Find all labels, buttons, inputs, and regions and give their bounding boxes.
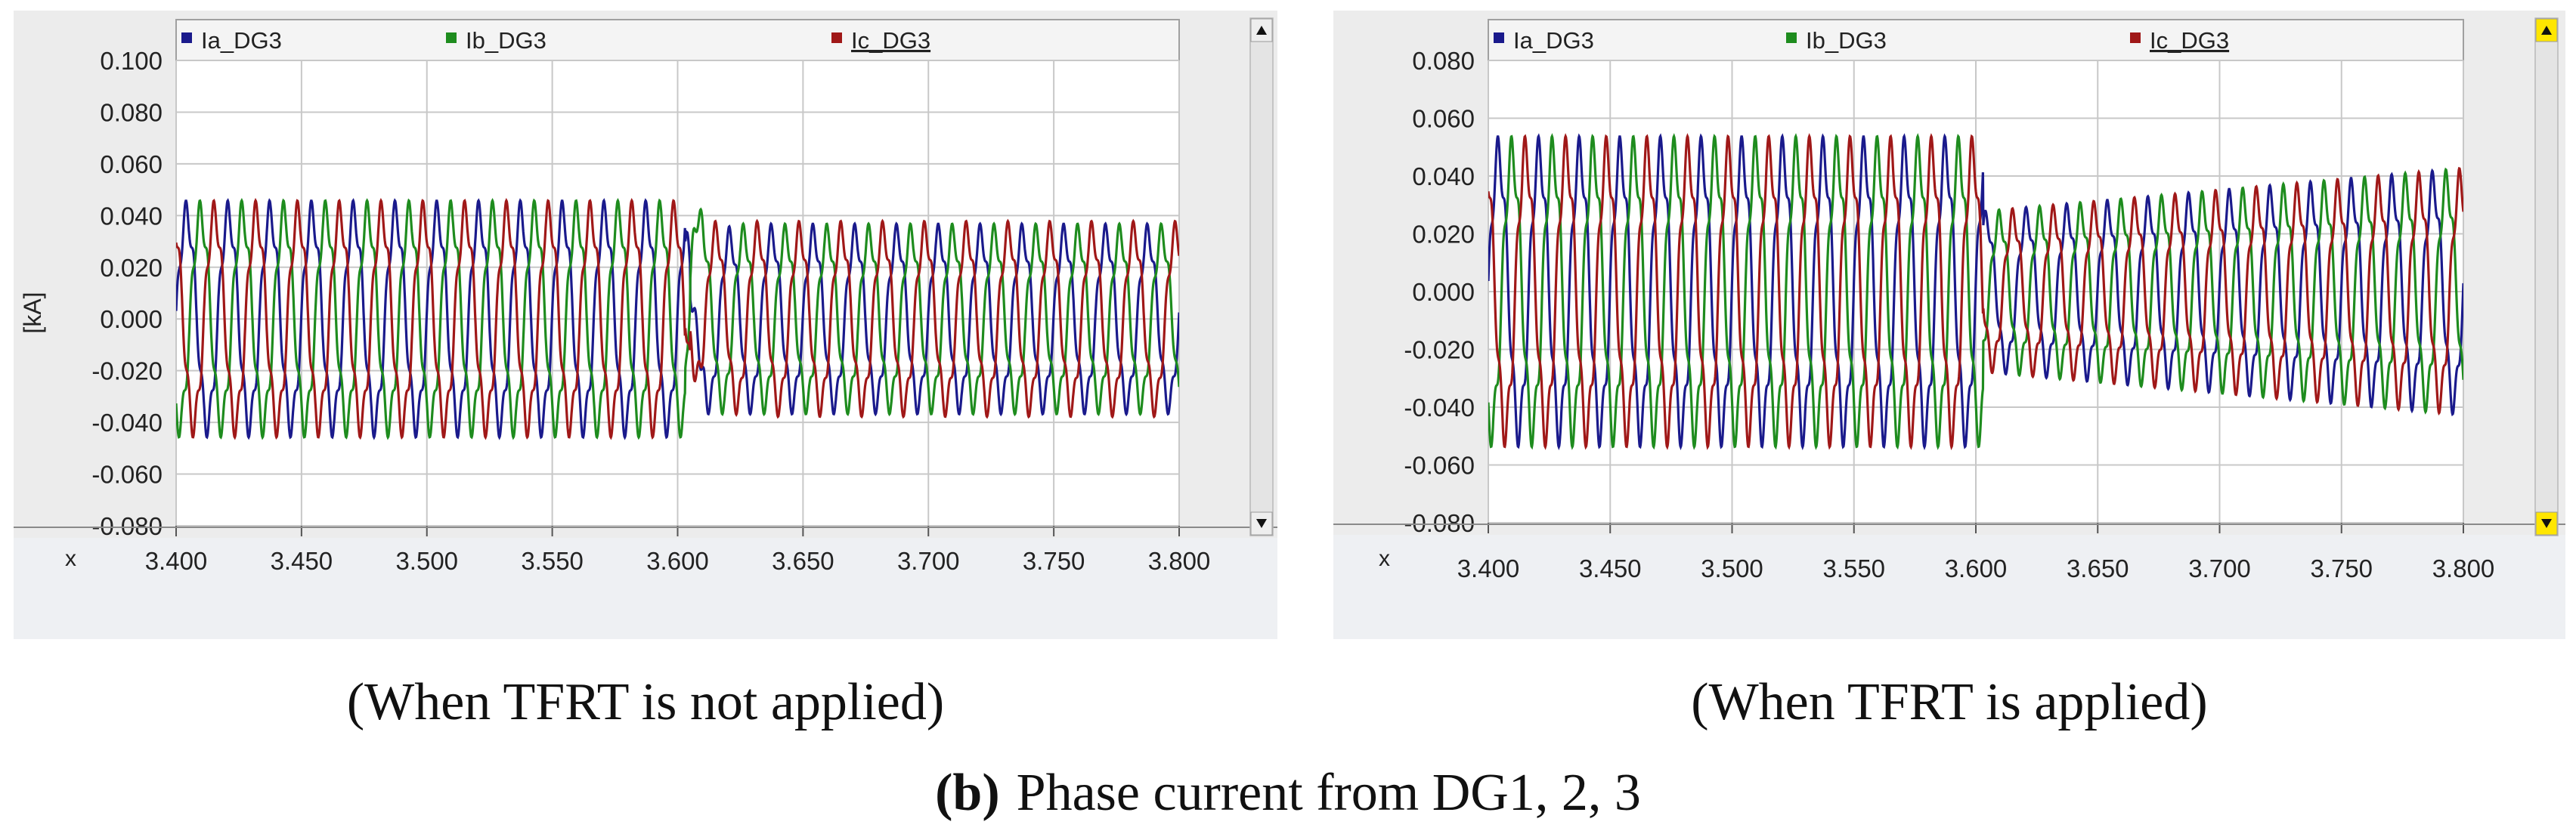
legend-label[interactable]: Ia_DG3 [1513, 27, 1594, 54]
x-tick-label: 3.650 [772, 547, 834, 575]
x-tick-label: 3.750 [1023, 547, 1085, 575]
x-tick-label: 3.450 [1579, 554, 1642, 582]
y-tick-label: 0.000 [1412, 278, 1475, 306]
x-tick-label: 3.550 [521, 547, 584, 575]
y-tick-label: 0.100 [100, 47, 163, 75]
x-tick-label: 3.700 [2188, 554, 2251, 582]
scrollbar-track[interactable] [1249, 17, 1274, 536]
chevron-up-icon [2541, 26, 2552, 35]
y-tick-label: -0.020 [1404, 336, 1475, 364]
series-line-ia-dg3 [176, 198, 1179, 440]
scrollbar-track[interactable] [2534, 17, 2559, 536]
legend-swatch [446, 32, 457, 43]
legend-swatch [2130, 32, 2141, 43]
x-tick-label: 3.550 [1822, 554, 1885, 582]
y-tick-label: 0.080 [1412, 47, 1475, 75]
x-tick-label: 3.800 [2432, 554, 2495, 582]
y-tick-label: 0.060 [100, 150, 163, 178]
figure-label: (b) [935, 764, 1000, 822]
x-tick-label: 3.600 [1945, 554, 2008, 582]
x-tick-label: 3.600 [646, 547, 709, 575]
series-line-ic-dg3 [176, 198, 1179, 440]
y-tick-label: -0.060 [91, 461, 163, 489]
legend-swatch [181, 32, 192, 43]
x-tick-label: 3.500 [395, 547, 458, 575]
series-line-ic-dg3 [1488, 133, 2463, 451]
y-tick-label: 0.080 [100, 98, 163, 126]
chevron-down-icon [1256, 519, 1267, 528]
x-tick-label: 3.650 [2067, 554, 2129, 582]
series-line-ib-dg3 [176, 198, 1179, 440]
figure-title: Phase current from DG1, 2, 3 [1016, 764, 1641, 822]
right-caption: (When TFRT is applied) [1691, 673, 2208, 731]
x-tick-label: 3.750 [2310, 554, 2373, 582]
legend-label[interactable]: Ib_DG3 [466, 27, 546, 54]
left-chart: 0.100 0.080 0.060 0.040 0.020 0.000 -0.020 -0.0… [14, 17, 1277, 639]
series-line-ia-dg3 [1488, 133, 2463, 450]
x-tick-label: 3.450 [271, 547, 333, 575]
y-tick-label: 0.040 [100, 202, 163, 230]
series-line-ib-dg3 [1488, 133, 2463, 450]
x-tick-label: 3.800 [1148, 547, 1211, 575]
chevron-down-icon [2541, 519, 2552, 528]
y-tick-label: -0.040 [91, 409, 163, 437]
legend-swatch [1786, 32, 1797, 43]
y-tick-label: -0.080 [91, 512, 163, 540]
y-tick-label: -0.080 [1404, 509, 1475, 537]
y-tick-label: 0.000 [100, 305, 163, 333]
y-tick-label: -0.060 [1404, 452, 1475, 480]
y-tick-label: 0.040 [1412, 162, 1475, 190]
x-tick-label: 3.500 [1701, 554, 1763, 582]
left-caption: (When TFRT is not applied) [346, 673, 945, 731]
left-chart-panel: 0.100 0.080 0.060 0.040 0.020 0.000 -0.020 -0.0… [14, 11, 1277, 639]
legend-label[interactable]: Ib_DG3 [1806, 27, 1887, 54]
legend-label[interactable]: Ia_DG3 [201, 27, 282, 54]
axis-area [1333, 535, 2565, 639]
legend-frame [1488, 19, 2464, 61]
right-chart: 0.080 0.060 0.040 0.020 0.000 -0.020 -0.040 -0.… [1333, 17, 2565, 639]
y-tick-label: 0.060 [1412, 105, 1475, 133]
x-tick-label: 3.400 [1457, 554, 1520, 582]
x-axis-label: x [1379, 546, 1390, 571]
legend-label[interactable]: Ic_DG3 [2150, 27, 2229, 54]
axis-area [14, 538, 1277, 639]
y-tick-label: 0.020 [100, 254, 163, 282]
y-tick-label: -0.020 [91, 357, 163, 385]
legend-swatch [831, 32, 842, 43]
chevron-up-icon [1256, 26, 1267, 35]
legend-swatch [1494, 32, 1504, 43]
y-axis-label: [kA] [19, 292, 46, 333]
x-tick-label: 3.400 [145, 547, 208, 575]
right-chart-panel: 0.080 0.060 0.040 0.020 0.000 -0.020 -0.040 -0.… [1333, 11, 2565, 639]
y-tick-label: -0.040 [1404, 394, 1475, 422]
y-tick-label: 0.020 [1412, 221, 1475, 249]
x-tick-label: 3.700 [897, 547, 960, 575]
legend-label[interactable]: Ic_DG3 [851, 27, 930, 54]
figure-caption: (b) Phase current from DG1, 2, 3 [0, 763, 2576, 823]
legend-frame [175, 19, 1180, 61]
x-axis-label: x [65, 546, 76, 571]
